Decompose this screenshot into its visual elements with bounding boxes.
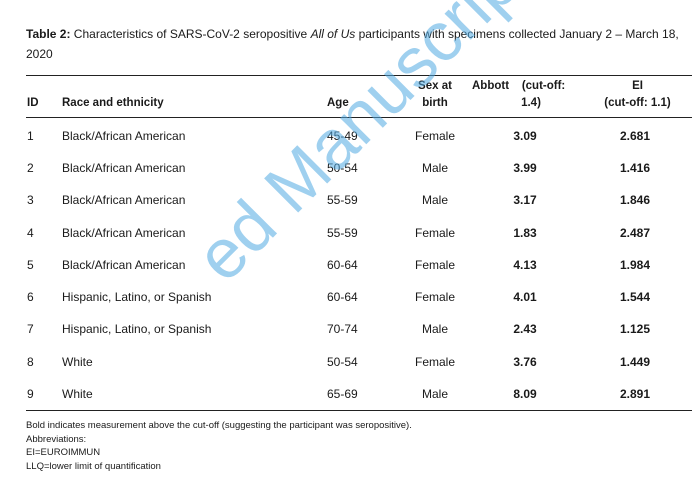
cell-ei: 2.891 [619, 387, 651, 401]
table-row: 2 Black/African American 50-54 Male 3.99… [0, 158, 700, 178]
cell-sex: Female [414, 129, 455, 143]
cell-abbott: 3.76 [513, 355, 537, 369]
table-row: 9 White 65-69 Male 8.09 2.891 [0, 384, 700, 404]
cell-race: Hispanic, Latino, or Spanish [62, 290, 212, 304]
table-row: 5 Black/African American 60-64 Female 4.… [0, 255, 700, 275]
table-caption: Table 2: Characteristics of SARS-CoV-2 s… [26, 24, 686, 64]
cell-race: Black/African American [62, 129, 186, 143]
cell-age: 50-54 [327, 161, 358, 175]
caption-italic: All of Us [310, 27, 356, 41]
cell-id: 3 [27, 193, 34, 207]
cell-abbott: 3.99 [513, 161, 537, 175]
cell-age: 45-49 [327, 129, 358, 143]
table-row: 7 Hispanic, Latino, or Spanish 70-74 Mal… [0, 319, 700, 339]
table-bottom-rule [26, 410, 692, 411]
header-ei: EI (cut-off: 1.1) [590, 78, 685, 112]
note-ei-abbreviation: EI=EUROIMMUN [26, 447, 101, 458]
header-sex-line2: birth [422, 97, 448, 109]
header-sex: Sex at birth [405, 78, 465, 112]
caption-text-before: Characteristics of SARS-CoV-2 seropositi… [70, 27, 311, 41]
cell-ei: 1.416 [619, 161, 651, 175]
cell-ei: 1.984 [619, 258, 651, 272]
table-row: 1 Black/African American 45-49 Female 3.… [0, 126, 700, 146]
cell-race: Black/African American [62, 258, 186, 272]
table-label: Table 2: [26, 27, 71, 41]
header-sex-line1: Sex at [418, 80, 452, 92]
cell-age: 50-54 [327, 355, 358, 369]
header-age: Age [327, 97, 349, 109]
cell-ei: 1.125 [619, 322, 651, 336]
table-notes: Bold indicates measurement above the cut… [26, 419, 666, 473]
cell-sex: Female [414, 226, 455, 240]
cell-race: Black/African American [62, 193, 186, 207]
cell-race: Black/African American [62, 161, 186, 175]
header-abbott-line2: 1.4) [521, 97, 541, 109]
cell-ei: 1.544 [619, 290, 651, 304]
cell-sex: Female [414, 258, 455, 272]
header-ei-line2: (cut-off: 1.1) [604, 97, 671, 109]
header-id: ID [27, 97, 39, 109]
header-race: Race and ethnicity [62, 97, 164, 109]
cell-id: 2 [27, 161, 34, 175]
cell-sex: Male [421, 387, 448, 401]
cell-abbott: 3.17 [513, 193, 537, 207]
table-row: 8 White 50-54 Female 3.76 1.449 [0, 352, 700, 372]
cell-abbott: 2.43 [513, 322, 537, 336]
cell-id: 1 [27, 129, 34, 143]
cell-race: Hispanic, Latino, or Spanish [62, 322, 212, 336]
cell-id: 4 [27, 226, 34, 240]
cell-id: 7 [27, 322, 34, 336]
cell-id: 8 [27, 355, 34, 369]
cell-age: 60-64 [327, 290, 358, 304]
cell-ei: 1.449 [619, 355, 651, 369]
table-row: 4 Black/African American 55-59 Female 1.… [0, 223, 700, 243]
cell-abbott: 3.09 [513, 129, 537, 143]
cell-id: 9 [27, 387, 34, 401]
note-bold-explanation: Bold indicates measurement above the cut… [26, 420, 412, 431]
cell-age: 55-59 [327, 193, 358, 207]
cell-age: 70-74 [327, 322, 358, 336]
cell-race: Black/African American [62, 226, 186, 240]
cell-sex: Male [421, 193, 448, 207]
cell-age: 65-69 [327, 387, 358, 401]
cell-id: 5 [27, 258, 34, 272]
cell-abbott: 8.09 [513, 387, 537, 401]
cell-abbott: 1.83 [513, 226, 537, 240]
cell-ei: 2.487 [619, 226, 651, 240]
cell-abbott: 4.01 [513, 290, 537, 304]
cell-race: White [62, 387, 93, 401]
header-bottom-rule [26, 117, 692, 118]
header-abbott: Abbott (cut-off: 1.4) [472, 78, 590, 112]
table-top-rule [26, 75, 692, 76]
header-abbott-line1: Abbott (cut-off: [472, 80, 566, 92]
note-llq-abbreviation: LLQ=lower limit of quantification [26, 460, 161, 472]
cell-ei: 1.846 [619, 193, 651, 207]
cell-sex: Female [414, 355, 455, 369]
table-row: 3 Black/African American 55-59 Male 3.17… [0, 190, 700, 210]
cell-age: 60-64 [327, 258, 358, 272]
cell-age: 55-59 [327, 226, 358, 240]
header-ei-line1: EI [632, 80, 643, 92]
table-row: 6 Hispanic, Latino, or Spanish 60-64 Fem… [0, 287, 700, 307]
cell-sex: Female [414, 290, 455, 304]
note-abbreviations-heading: Abbreviations: [26, 433, 87, 445]
cell-sex: Male [421, 161, 448, 175]
cell-race: White [62, 355, 93, 369]
caption-text-after: participants with specimens collected Ja… [26, 27, 679, 61]
cell-abbott: 4.13 [513, 258, 537, 272]
cell-sex: Male [421, 322, 448, 336]
cell-id: 6 [27, 290, 34, 304]
cell-ei: 2.681 [619, 129, 651, 143]
